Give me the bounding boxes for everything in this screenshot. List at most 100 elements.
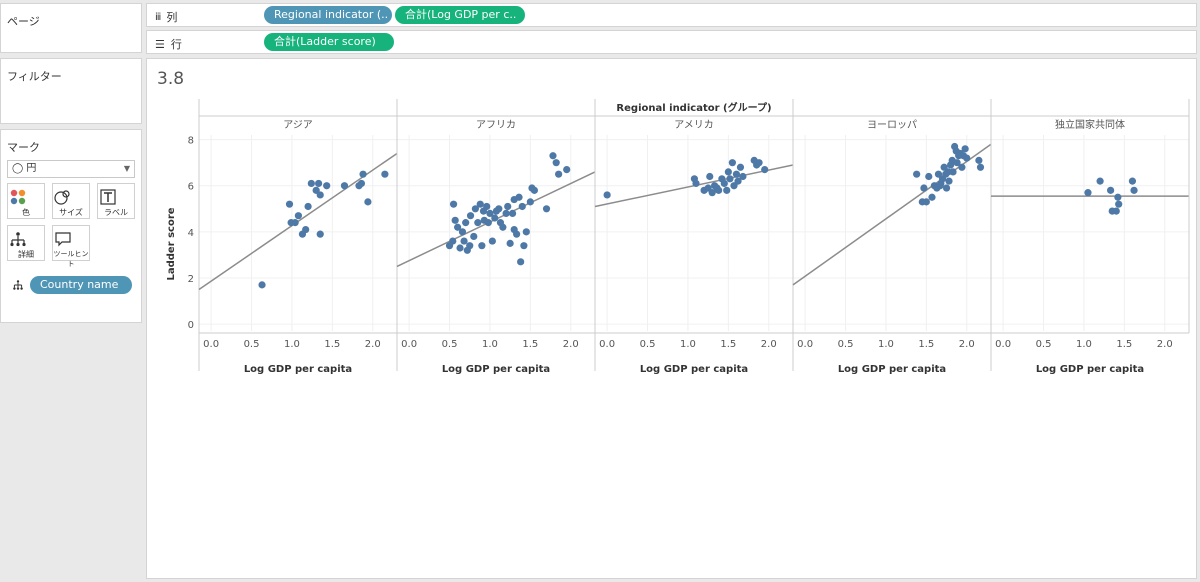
data-point	[471, 205, 479, 213]
x-tick-label: 1.0	[878, 339, 894, 350]
data-point	[913, 170, 921, 178]
size-icon	[54, 190, 70, 205]
data-point	[518, 202, 526, 211]
data-point	[739, 172, 747, 181]
x-axis-label: Log GDP per capita	[640, 364, 748, 375]
data-point	[945, 177, 953, 185]
marks-title: マーク	[7, 141, 40, 154]
data-point	[474, 219, 482, 227]
detail-button[interactable]: 詳細	[7, 225, 45, 261]
data-point	[502, 209, 510, 217]
data-point	[449, 200, 458, 208]
tooltip-button[interactable]: ツールヒント	[52, 225, 90, 268]
detail-field-row: Country name	[12, 276, 132, 294]
data-point	[942, 184, 951, 192]
x-tick-label: 1.5	[918, 339, 934, 350]
data-point	[466, 212, 475, 220]
data-point	[294, 212, 303, 220]
columns-icon: iii	[155, 11, 161, 23]
color-button-label: 色	[22, 208, 30, 217]
x-tick-label: 0.5	[244, 339, 260, 350]
data-point	[1112, 207, 1120, 215]
columns-label: 列	[166, 11, 178, 24]
data-point	[1084, 189, 1092, 197]
data-point	[484, 219, 492, 227]
color-icon	[10, 189, 26, 205]
data-point	[530, 186, 538, 194]
data-point	[726, 175, 734, 183]
x-axis-label: Log GDP per capita	[838, 364, 946, 375]
data-point	[470, 232, 478, 241]
filters-card[interactable]: フィルター	[0, 58, 142, 124]
label-icon	[100, 189, 116, 205]
x-tick-label: 1.0	[1076, 339, 1092, 350]
data-point	[692, 179, 700, 188]
data-point	[304, 202, 312, 211]
columns-shelf-label: iii 列	[155, 9, 177, 25]
x-tick-label: 0.0	[995, 339, 1011, 350]
x-tick-label: 0.5	[640, 339, 656, 350]
data-point	[549, 152, 557, 160]
data-point	[1114, 193, 1122, 201]
data-point	[761, 165, 769, 174]
data-point	[708, 189, 716, 197]
data-point	[963, 154, 971, 162]
x-axis-label: Log GDP per capita	[442, 364, 550, 375]
x-axis-label: Log GDP per capita	[244, 364, 352, 375]
data-point	[922, 198, 930, 206]
y-tick-label: 4	[188, 228, 194, 239]
data-point	[323, 182, 331, 190]
x-tick-label: 1.5	[522, 339, 538, 350]
data-point	[1128, 177, 1137, 185]
x-tick-label: 1.5	[720, 339, 736, 350]
rows-label: 行	[170, 38, 182, 51]
label-button-label: ラベル	[104, 208, 128, 217]
data-point	[975, 156, 983, 164]
data-point	[285, 200, 294, 208]
data-point	[563, 165, 571, 174]
trend-line	[792, 143, 992, 286]
data-point	[495, 205, 503, 213]
mark-type-dropdown[interactable]: ◯ 円 ▼	[7, 160, 135, 178]
data-point	[928, 193, 936, 201]
x-tick-label: 1.0	[284, 339, 300, 350]
data-point	[925, 172, 933, 181]
x-tick-label: 1.5	[1116, 339, 1132, 350]
data-point	[302, 225, 310, 234]
label-button[interactable]: ラベル	[97, 183, 135, 219]
data-point	[486, 209, 494, 217]
x-tick-label: 2.0	[1157, 339, 1173, 350]
x-tick-label: 1.0	[680, 339, 696, 350]
data-point	[603, 191, 611, 199]
size-button-label: サイズ	[59, 208, 83, 217]
ladder-score-pill[interactable]: 合計(Ladder score)	[264, 33, 394, 51]
x-tick-label: 1.5	[324, 339, 340, 350]
x-tick-label: 0.0	[203, 339, 219, 350]
facet-header: アジア	[283, 120, 313, 131]
data-point	[517, 258, 525, 266]
data-point	[504, 202, 512, 211]
data-point	[728, 159, 736, 167]
data-point	[458, 228, 467, 236]
rows-shelf-label: ☰ 行	[155, 36, 182, 52]
pages-card: ページ	[0, 3, 142, 53]
regional-indicator-pill[interactable]: Regional indicator (..	[264, 6, 392, 24]
country-name-pill[interactable]: Country name	[30, 276, 132, 294]
chevron-down-icon: ▼	[123, 164, 130, 173]
data-point	[953, 159, 961, 167]
data-point	[315, 179, 323, 188]
rows-icon: ☰	[155, 37, 165, 51]
data-point	[732, 170, 741, 178]
data-point	[508, 209, 517, 217]
data-point	[736, 163, 745, 171]
data-point	[755, 159, 763, 167]
x-tick-label: 0.5	[442, 339, 458, 350]
color-button[interactable]: 色	[7, 183, 45, 219]
data-point	[488, 237, 496, 245]
tooltip-icon	[55, 232, 71, 247]
size-button[interactable]: サイズ	[52, 183, 90, 219]
data-point	[499, 223, 507, 231]
log-gdp-pill[interactable]: 合計(Log GDP per c..	[395, 6, 525, 24]
data-point	[364, 198, 372, 206]
data-point	[466, 242, 474, 250]
